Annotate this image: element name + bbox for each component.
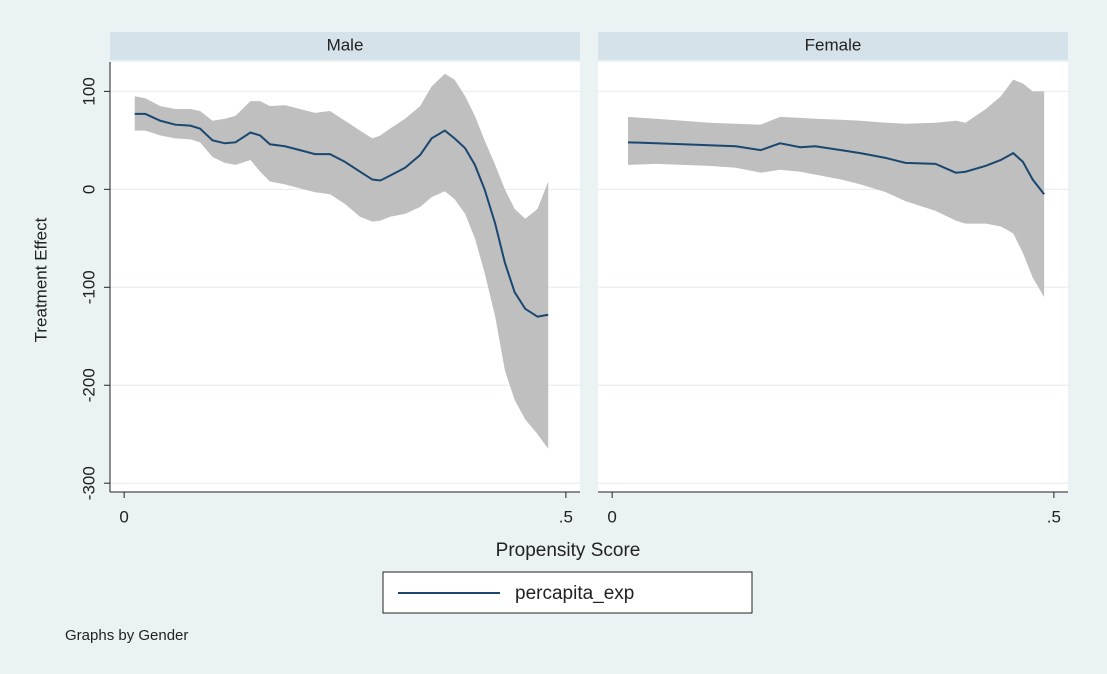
series-line [134,112,549,318]
y-tick-label: 0 [79,185,98,194]
y-tick-label: -200 [79,368,98,402]
x-tick-label: .5 [1047,507,1061,526]
confidence-band [628,79,1045,298]
y-axis-label: Treatment Effect [31,217,50,342]
series-line [628,141,1045,195]
note: Graphs by Gender [65,627,188,644]
x-axis-label: Propensity Score [496,540,641,561]
x-tick-label: 0 [119,507,128,526]
y-tick-label: 100 [79,77,98,105]
panel-title: Female [805,35,862,54]
panel-strip [110,32,580,60]
legend-label: percapita_exp [515,583,634,604]
y-tick-label: -300 [79,466,98,500]
x-tick-label: 0 [607,507,616,526]
panel-title: Male [327,35,364,54]
panel-strip [598,32,1068,60]
x-tick-label: .5 [559,507,573,526]
y-tick-label: -100 [79,270,98,304]
confidence-band [134,73,549,449]
